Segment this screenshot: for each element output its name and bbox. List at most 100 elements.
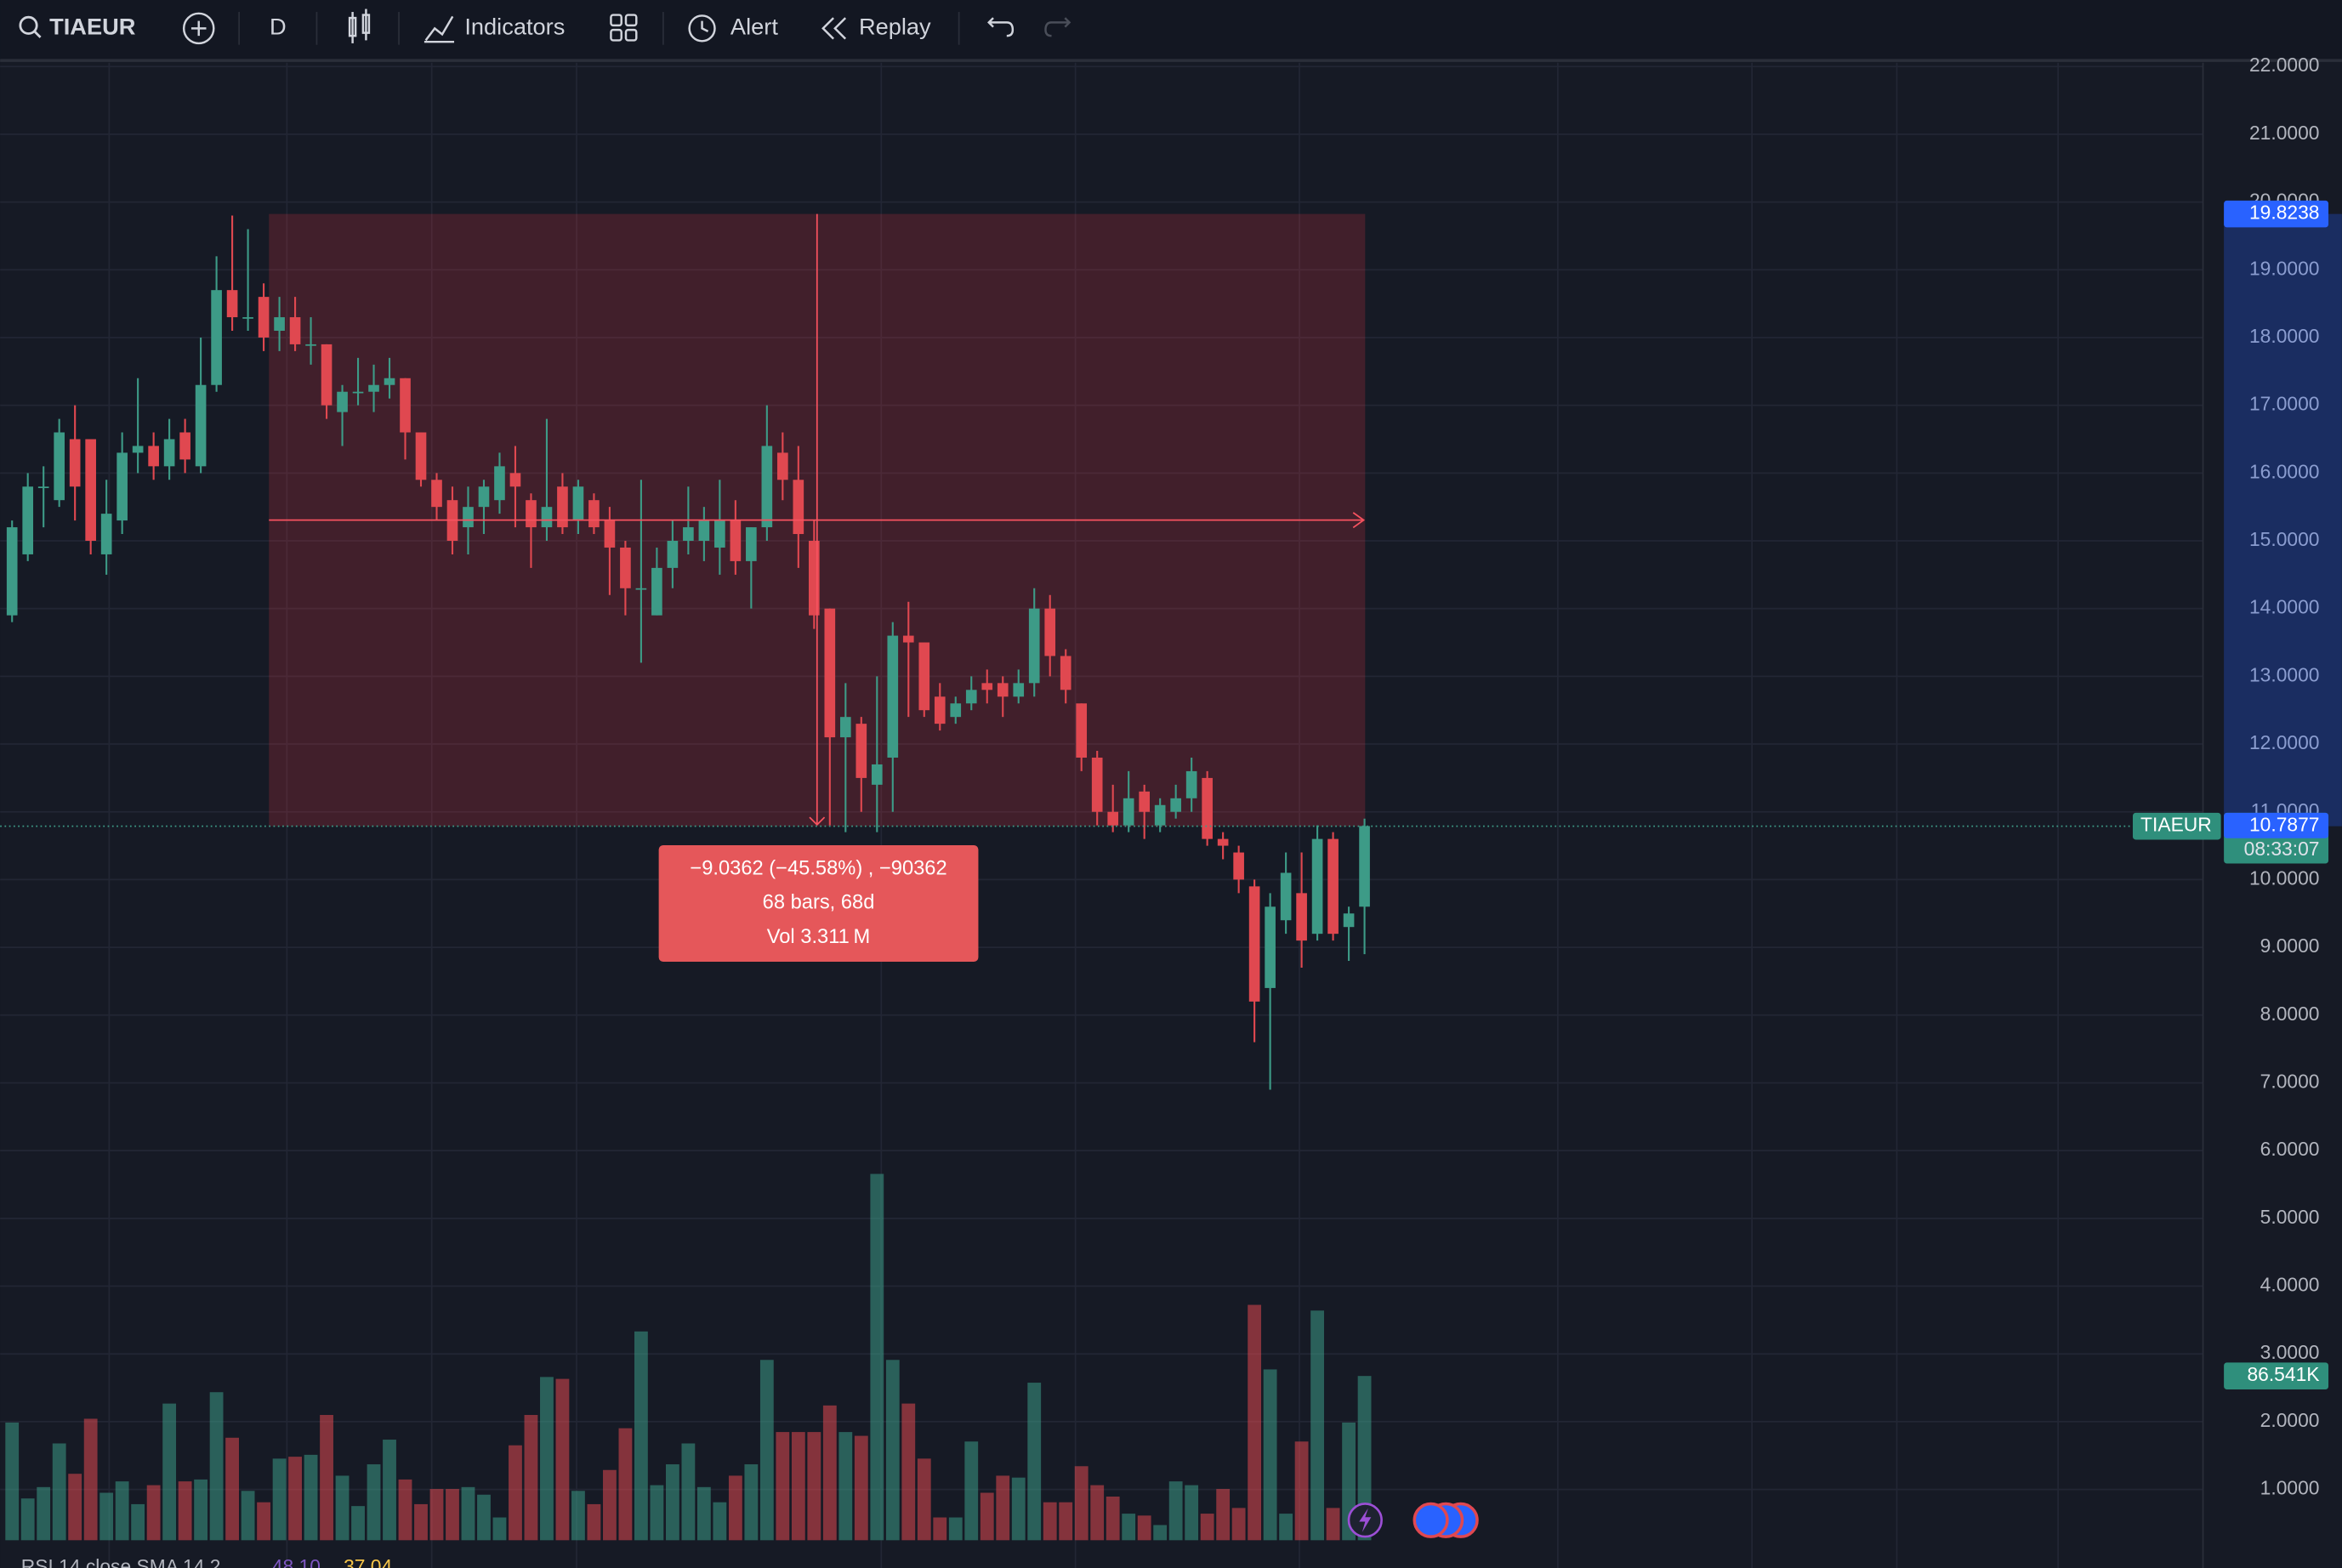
- chart-type-button[interactable]: [348, 9, 371, 43]
- candle-body: [400, 378, 411, 433]
- volume-bar: [1153, 1525, 1168, 1541]
- candle-body: [651, 567, 662, 616]
- candle-body: [793, 480, 804, 535]
- candle-body: [1265, 906, 1276, 988]
- alert-label[interactable]: Alert: [730, 14, 778, 40]
- candle-body: [1327, 838, 1339, 935]
- candle-body: [698, 520, 710, 542]
- indicators-label[interactable]: Indicators: [464, 14, 565, 40]
- volume-bar: [854, 1435, 868, 1541]
- volume-bar: [650, 1485, 664, 1541]
- grid: [108, 62, 2060, 1568]
- candle-body: [1296, 893, 1307, 941]
- candle-body: [1107, 811, 1119, 826]
- volume-bar: [713, 1502, 727, 1541]
- candle-body: [1311, 838, 1323, 935]
- volume-bar: [838, 1432, 853, 1541]
- volume-bar: [68, 1474, 82, 1541]
- volume-bar: [618, 1428, 633, 1541]
- measure-tooltip-line: 68 bars, 68d: [763, 892, 875, 914]
- volume-bar: [1248, 1304, 1262, 1541]
- volume-bar: [37, 1486, 51, 1541]
- candle-body: [352, 391, 364, 394]
- volume-bar: [870, 1173, 884, 1541]
- candle-body: [1170, 798, 1181, 812]
- y-tick-label: 8.0000: [2260, 1003, 2320, 1025]
- volume-bar: [225, 1437, 239, 1541]
- volume-bar: [696, 1486, 711, 1541]
- candle-body: [37, 486, 49, 489]
- volume-bar: [1185, 1485, 1199, 1541]
- y-tick-label: 14.0000: [2249, 596, 2320, 618]
- measure-arrow: [809, 816, 826, 827]
- last-price-top: [2224, 812, 2329, 838]
- candle-body: [163, 439, 175, 467]
- volume-bar: [681, 1443, 696, 1541]
- volume-bar: [1263, 1369, 1277, 1541]
- symbol-search[interactable]: TIAEUR: [19, 14, 136, 40]
- candle-body: [902, 635, 914, 643]
- measure-tooltip-line: Vol 3.311 M: [767, 926, 871, 948]
- y-tick-label: 22.0000: [2249, 54, 2320, 76]
- candle-body: [509, 473, 521, 487]
- candle-body: [918, 642, 930, 711]
- volume-bar: [178, 1481, 192, 1541]
- volume-bar: [665, 1464, 679, 1541]
- countdown-label: 08:33:07: [2244, 838, 2320, 860]
- candle-body: [258, 297, 270, 338]
- candle-body: [839, 717, 851, 738]
- symbol-label: TIAEUR: [2140, 814, 2212, 836]
- alert-button[interactable]: Alert: [688, 14, 779, 43]
- volume-bar: [1059, 1502, 1073, 1541]
- volume-bar: [933, 1517, 947, 1541]
- volume-bar: [1310, 1310, 1324, 1541]
- event-icons[interactable]: [1347, 1502, 1479, 1538]
- last-price-label: 10.7877: [2249, 814, 2320, 836]
- candle-body: [415, 432, 427, 480]
- indicators-button[interactable]: Indicators: [423, 14, 565, 43]
- candle-body: [1233, 852, 1244, 880]
- volume-bar: [241, 1491, 255, 1541]
- volume-bar: [524, 1415, 538, 1541]
- y-tick-label: 21.0000: [2249, 122, 2320, 144]
- candle-body: [211, 290, 222, 385]
- candle-body: [1060, 656, 1072, 690]
- volume-bar: [948, 1517, 963, 1541]
- candle-body: [572, 486, 584, 521]
- candle-body: [620, 547, 631, 588]
- symbol[interactable]: TIAEUR: [49, 14, 136, 40]
- candle-body: [824, 608, 836, 738]
- volume-bar: [744, 1464, 759, 1541]
- interval[interactable]: D: [270, 14, 287, 40]
- volume-bar: [791, 1432, 805, 1541]
- candle-body: [950, 703, 962, 718]
- candle-body: [1123, 798, 1134, 826]
- volume-bar: [1043, 1502, 1057, 1541]
- volume-bar: [446, 1489, 459, 1541]
- candle-body: [1202, 777, 1213, 839]
- y-tick-label: 10.0000: [2249, 866, 2320, 889]
- candle-body: [997, 683, 1009, 697]
- replay-button[interactable]: Replay: [821, 14, 931, 40]
- y-tick-label: 4.0000: [2260, 1274, 2320, 1296]
- candle-body: [856, 724, 867, 778]
- volume-bar: [461, 1486, 475, 1541]
- y-tick-label: 16.0000: [2249, 460, 2320, 482]
- volume-bar: [509, 1445, 522, 1541]
- candle-body: [1217, 838, 1229, 846]
- layouts-button[interactable]: [610, 14, 638, 42]
- candle-body: [1280, 872, 1292, 921]
- compare-button[interactable]: [182, 12, 215, 45]
- candle-body: [777, 452, 788, 480]
- volume-bar: [272, 1458, 287, 1541]
- candle-body: [746, 527, 757, 561]
- candle-body: [368, 384, 379, 392]
- redo-button: [1044, 17, 1072, 37]
- volume-bar: [1137, 1515, 1151, 1541]
- undo-button[interactable]: [987, 17, 1015, 37]
- candle-body: [242, 317, 253, 319]
- candle-body: [730, 520, 742, 561]
- replay-label[interactable]: Replay: [859, 14, 931, 40]
- volume-bar: [555, 1378, 570, 1541]
